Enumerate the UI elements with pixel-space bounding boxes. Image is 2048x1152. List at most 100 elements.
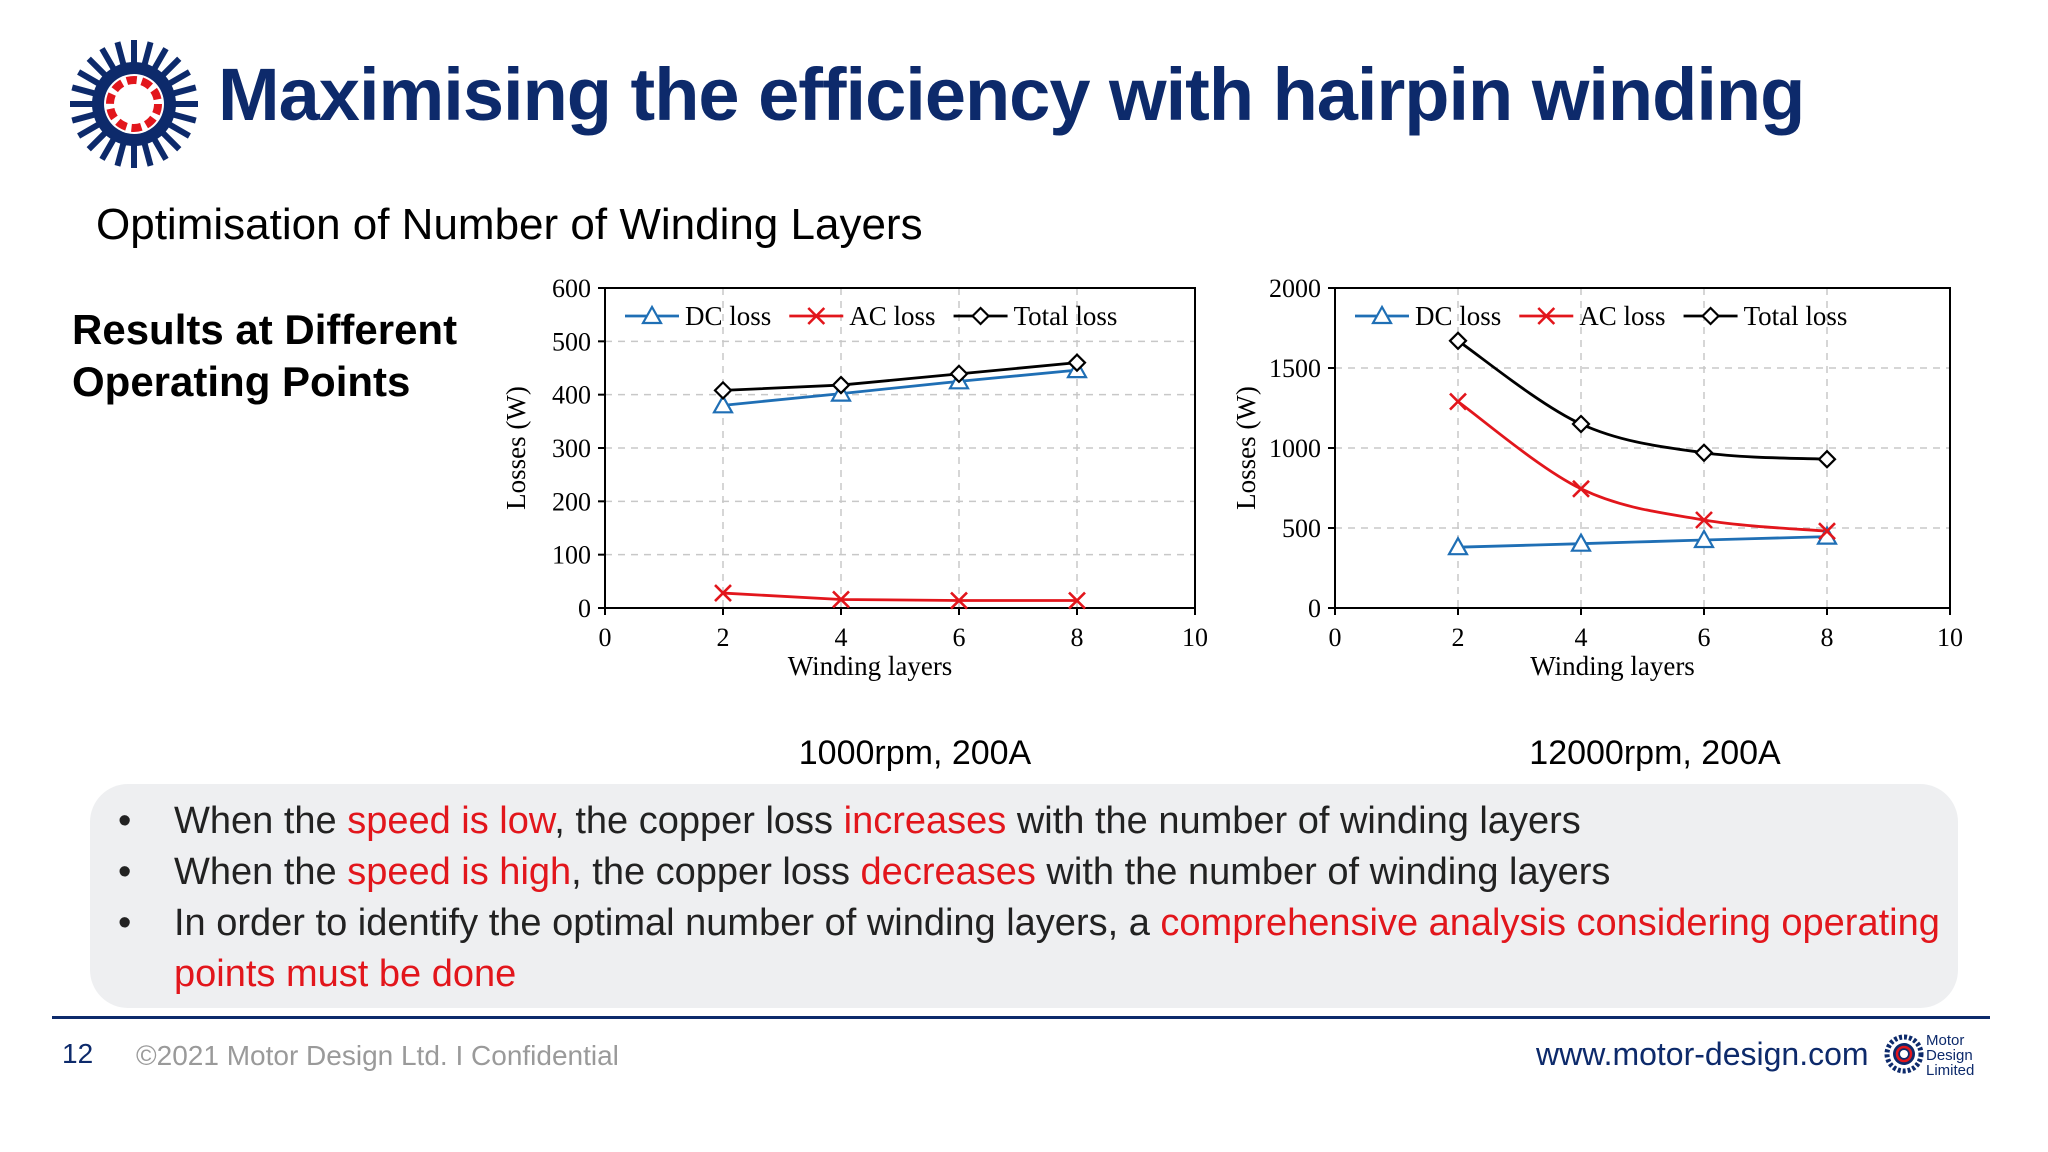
logo-text-line: Design bbox=[1926, 1047, 1973, 1064]
body-text: with the number of winding layers bbox=[1006, 800, 1581, 842]
x-axis-label: Winding layers bbox=[1530, 651, 1695, 681]
x-tick-label: 0 bbox=[1329, 623, 1342, 652]
side-label-line: Operating Points bbox=[72, 358, 411, 405]
data-point bbox=[1570, 532, 1592, 552]
conclusion-list: • When the speed is low, the copper loss … bbox=[112, 796, 1942, 1000]
data-point bbox=[1449, 392, 1467, 411]
data-point bbox=[1571, 414, 1591, 434]
x-tick-label: 2 bbox=[717, 623, 730, 652]
y-tick-label: 0 bbox=[578, 594, 591, 623]
body-text: When the bbox=[174, 800, 348, 842]
x-tick-label: 6 bbox=[1698, 623, 1711, 652]
company-logo-icon bbox=[1884, 1034, 1924, 1074]
side-label: Results at Different Operating Points bbox=[72, 304, 457, 408]
bullet-dot: • bbox=[118, 902, 132, 944]
footer-divider bbox=[52, 1016, 1990, 1019]
page-title: Maximising the efficiency with hairpin w… bbox=[218, 53, 1805, 136]
data-point bbox=[713, 380, 733, 400]
company-logo-text: Motor Design Limited bbox=[1926, 1033, 1974, 1078]
highlighted-text: speed is low bbox=[347, 800, 555, 842]
data-point bbox=[714, 584, 732, 602]
conclusion-item: • When the speed is high, the copper loss… bbox=[112, 847, 1942, 898]
y-tick-label: 600 bbox=[552, 274, 591, 303]
data-point bbox=[1448, 331, 1468, 351]
legend-label: DC loss bbox=[685, 301, 771, 331]
legend-marker bbox=[1701, 306, 1721, 326]
legend-marker bbox=[1371, 304, 1393, 325]
data-point bbox=[1067, 353, 1087, 373]
y-tick-label: 500 bbox=[552, 327, 591, 356]
legend-marker bbox=[641, 304, 663, 325]
y-tick-label: 200 bbox=[552, 487, 591, 516]
legend-label: Total loss bbox=[1014, 301, 1118, 331]
x-tick-label: 8 bbox=[1071, 623, 1084, 652]
motor-stator-icon bbox=[70, 40, 198, 168]
series-line bbox=[722, 361, 1078, 392]
series-line bbox=[1457, 400, 1828, 533]
highlighted-text: increases bbox=[843, 800, 1007, 842]
logo-text-line: Motor bbox=[1926, 1032, 1965, 1049]
logo-text-line: Limited bbox=[1926, 1062, 1975, 1079]
chart-caption-high-speed: 12000rpm, 200A bbox=[1529, 734, 1781, 772]
page-number: 12 bbox=[62, 1038, 94, 1069]
body-text: with the number of winding layers bbox=[1035, 851, 1611, 893]
data-point bbox=[1694, 443, 1714, 463]
x-tick-label: 10 bbox=[1937, 623, 1963, 652]
x-tick-label: 4 bbox=[835, 623, 848, 652]
series-line bbox=[722, 591, 1077, 602]
data-point bbox=[1693, 528, 1715, 549]
series-line bbox=[1457, 339, 1828, 461]
data-point bbox=[1572, 479, 1590, 498]
y-tick-label: 100 bbox=[552, 541, 591, 570]
data-point bbox=[831, 375, 851, 395]
y-axis-label: Losses (W) bbox=[1231, 386, 1261, 510]
data-point bbox=[712, 394, 734, 414]
legend-label: AC loss bbox=[1579, 301, 1665, 331]
y-tick-label: 2000 bbox=[1269, 274, 1321, 303]
highlighted-text: decreases bbox=[860, 851, 1036, 893]
x-tick-label: 8 bbox=[1821, 623, 1834, 652]
website-link[interactable]: www.motor-design.com bbox=[1536, 1036, 1869, 1072]
x-tick-label: 2 bbox=[1452, 623, 1465, 652]
y-tick-label: 0 bbox=[1308, 594, 1321, 623]
legend-marker bbox=[807, 307, 826, 325]
x-tick-label: 4 bbox=[1575, 623, 1588, 652]
series-line bbox=[722, 368, 1078, 407]
data-point bbox=[1695, 511, 1713, 529]
body-text: , the copper loss bbox=[571, 851, 861, 893]
plot-frame bbox=[604, 287, 1196, 609]
conclusion-item: • When the speed is low, the copper loss … bbox=[112, 796, 1942, 847]
data-point bbox=[1817, 449, 1837, 469]
x-axis-label: Winding layers bbox=[788, 651, 953, 681]
highlighted-text: speed is high bbox=[347, 851, 572, 893]
y-tick-label: 500 bbox=[1282, 514, 1321, 543]
y-tick-label: 300 bbox=[552, 434, 591, 463]
highlighted-text: comprehensive analysis considering opera… bbox=[174, 902, 1940, 995]
legend-label: AC loss bbox=[849, 301, 935, 331]
data-point bbox=[1447, 535, 1469, 556]
series-line bbox=[1457, 535, 1828, 549]
data-point bbox=[1068, 591, 1086, 610]
conclusion-item: • In order to identify the optimal number… bbox=[112, 898, 1942, 1000]
chart-high-speed: 0 2 4 6 8 10 0 500 1000 1500 2000 Winding layers Los… bbox=[1231, 274, 1963, 681]
body-text: In order to identify the optimal number … bbox=[174, 902, 1161, 944]
data-point bbox=[832, 590, 850, 609]
legend-label: DC loss bbox=[1415, 301, 1501, 331]
section-subtitle: Optimisation of Number of Winding Layers bbox=[96, 200, 923, 249]
copyright-notice: ©2021 Motor Design Ltd. I Confidential bbox=[136, 1040, 619, 1071]
chart-caption-low-speed: 1000rpm, 200A bbox=[798, 734, 1032, 772]
x-tick-label: 6 bbox=[953, 623, 966, 652]
data-point bbox=[949, 364, 969, 384]
data-point bbox=[1818, 522, 1836, 541]
x-tick-label: 0 bbox=[599, 623, 612, 652]
legend-marker bbox=[1537, 307, 1556, 325]
y-axis-label: Losses (W) bbox=[501, 386, 531, 510]
y-tick-label: 1000 bbox=[1269, 434, 1321, 463]
legend-marker bbox=[971, 306, 991, 326]
y-tick-label: 1500 bbox=[1269, 354, 1321, 383]
side-label-line: Results at Different bbox=[72, 306, 458, 353]
data-point bbox=[950, 591, 968, 610]
y-tick-label: 400 bbox=[552, 381, 591, 410]
bullet-dot: • bbox=[118, 851, 132, 893]
